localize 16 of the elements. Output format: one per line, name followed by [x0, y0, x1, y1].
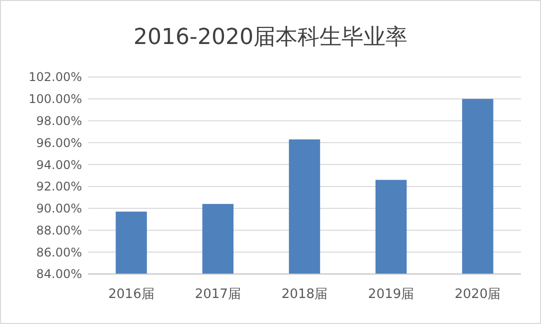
y-tick-label: 84.00%: [36, 267, 82, 282]
y-tick-label: 92.00%: [36, 180, 82, 194]
y-tick-label: 94.00%: [36, 158, 82, 172]
y-tick-label: 86.00%: [36, 245, 82, 260]
x-tick-label: 2019届: [368, 287, 414, 302]
x-tick-label: 2020届: [454, 287, 501, 302]
y-tick-label: 90.00%: [36, 202, 82, 216]
x-tick-label: 2017届: [194, 287, 241, 302]
x-tick-label: 2018届: [281, 287, 328, 302]
x-tick-label: 2016届: [108, 287, 154, 302]
y-tick-label: 100.00%: [28, 92, 82, 106]
chart-title: 2016-2020届本科生毕业率: [134, 25, 408, 50]
y-tick-label: 88.00%: [36, 223, 82, 238]
y-tick-label: 102.00%: [28, 70, 82, 84]
y-tick-label: 96.00%: [36, 136, 82, 150]
y-tick-label: 98.00%: [36, 114, 82, 128]
